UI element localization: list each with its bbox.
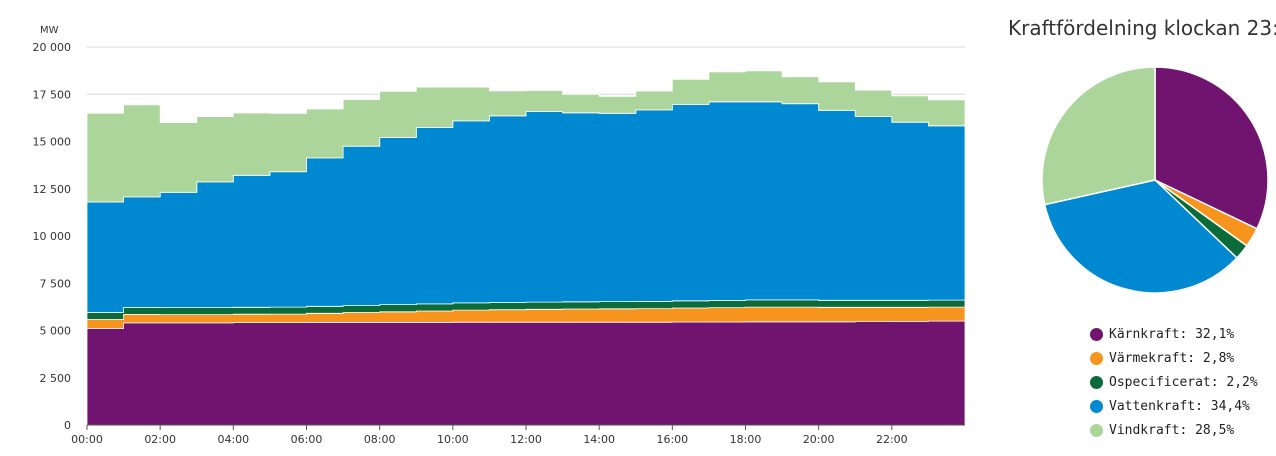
area-series-krnkraft[interactable] bbox=[86, 320, 966, 426]
stacked-areas bbox=[86, 70, 966, 426]
pie-slice-vindkraft[interactable] bbox=[1041, 66, 1156, 206]
legend-dot-icon bbox=[1090, 399, 1103, 413]
y-tick-label: 2 500 bbox=[40, 372, 72, 385]
y-tick-label: 20 000 bbox=[33, 41, 72, 54]
legend-item-vattenkraft[interactable]: Vattenkraft: 34,4% bbox=[1090, 394, 1258, 418]
y-axis-unit-label: MW bbox=[40, 25, 59, 36]
x-tick-label: 00:00 bbox=[71, 433, 103, 446]
x-tick-label: 20:00 bbox=[803, 433, 835, 446]
legend-dot-icon bbox=[1090, 351, 1103, 365]
y-tick-label: 12 500 bbox=[33, 183, 72, 196]
legend-dot-icon bbox=[1090, 375, 1103, 389]
legend-label: Vindkraft: 28,5% bbox=[1109, 422, 1235, 438]
x-tick-label: 06:00 bbox=[291, 433, 323, 446]
legend-label: Vattenkraft: 34,4% bbox=[1109, 398, 1250, 414]
axes: 00:00 02:00 04:00 06:00 08:00 10:00 12:00 14:00… bbox=[71, 424, 965, 446]
pie-chart bbox=[1041, 66, 1269, 294]
y-tick-label: 17 500 bbox=[33, 88, 72, 101]
x-tick-label: 22:00 bbox=[876, 433, 908, 446]
legend-dot-icon bbox=[1090, 327, 1103, 341]
y-tick-label: 7 500 bbox=[40, 277, 72, 290]
legend-label: Värmekraft: 2,8% bbox=[1109, 350, 1235, 366]
pie-slice-krnkraft[interactable] bbox=[1154, 66, 1269, 230]
area-chart: MW 0 2 500 5 000 7 500 10 000 12 500 15 000 17 … bbox=[33, 25, 966, 446]
y-tick-label: 0 bbox=[64, 419, 71, 432]
y-tick-label: 5 000 bbox=[40, 325, 72, 338]
x-tick-label: 14:00 bbox=[583, 433, 615, 446]
legend-dot-icon bbox=[1090, 423, 1103, 437]
area-series-vindkraft[interactable] bbox=[86, 70, 966, 203]
legend-label: Ospecificerat: 2,2% bbox=[1109, 374, 1258, 390]
pie-legend: Kärnkraft: 32,1% Värmekraft: 2,8% Ospeci… bbox=[1090, 322, 1258, 442]
legend-item-karnkraft[interactable]: Kärnkraft: 32,1% bbox=[1090, 322, 1258, 346]
x-tick-label: 12:00 bbox=[510, 433, 542, 446]
pie-slice-vattenkraft[interactable] bbox=[1043, 179, 1238, 294]
legend-label: Kärnkraft: 32,1% bbox=[1109, 326, 1235, 342]
x-tick-label: 02:00 bbox=[144, 433, 176, 446]
y-tick-label: 15 000 bbox=[33, 136, 72, 149]
legend-item-vindkraft[interactable]: Vindkraft: 28,5% bbox=[1090, 418, 1258, 442]
y-tick-label: 10 000 bbox=[33, 230, 72, 243]
legend-item-ospecificerat[interactable]: Ospecificerat: 2,2% bbox=[1090, 370, 1258, 394]
pie-chart-title: Kraftfördelning klockan 23:59 bbox=[1008, 16, 1276, 40]
x-tick-label: 04:00 bbox=[217, 433, 249, 446]
x-tick-label: 10:00 bbox=[437, 433, 469, 446]
x-tick-label: 16:00 bbox=[656, 433, 688, 446]
legend-item-varmekraft[interactable]: Värmekraft: 2,8% bbox=[1090, 346, 1258, 370]
x-tick-label: 08:00 bbox=[364, 433, 396, 446]
x-tick-label: 18:00 bbox=[730, 433, 762, 446]
